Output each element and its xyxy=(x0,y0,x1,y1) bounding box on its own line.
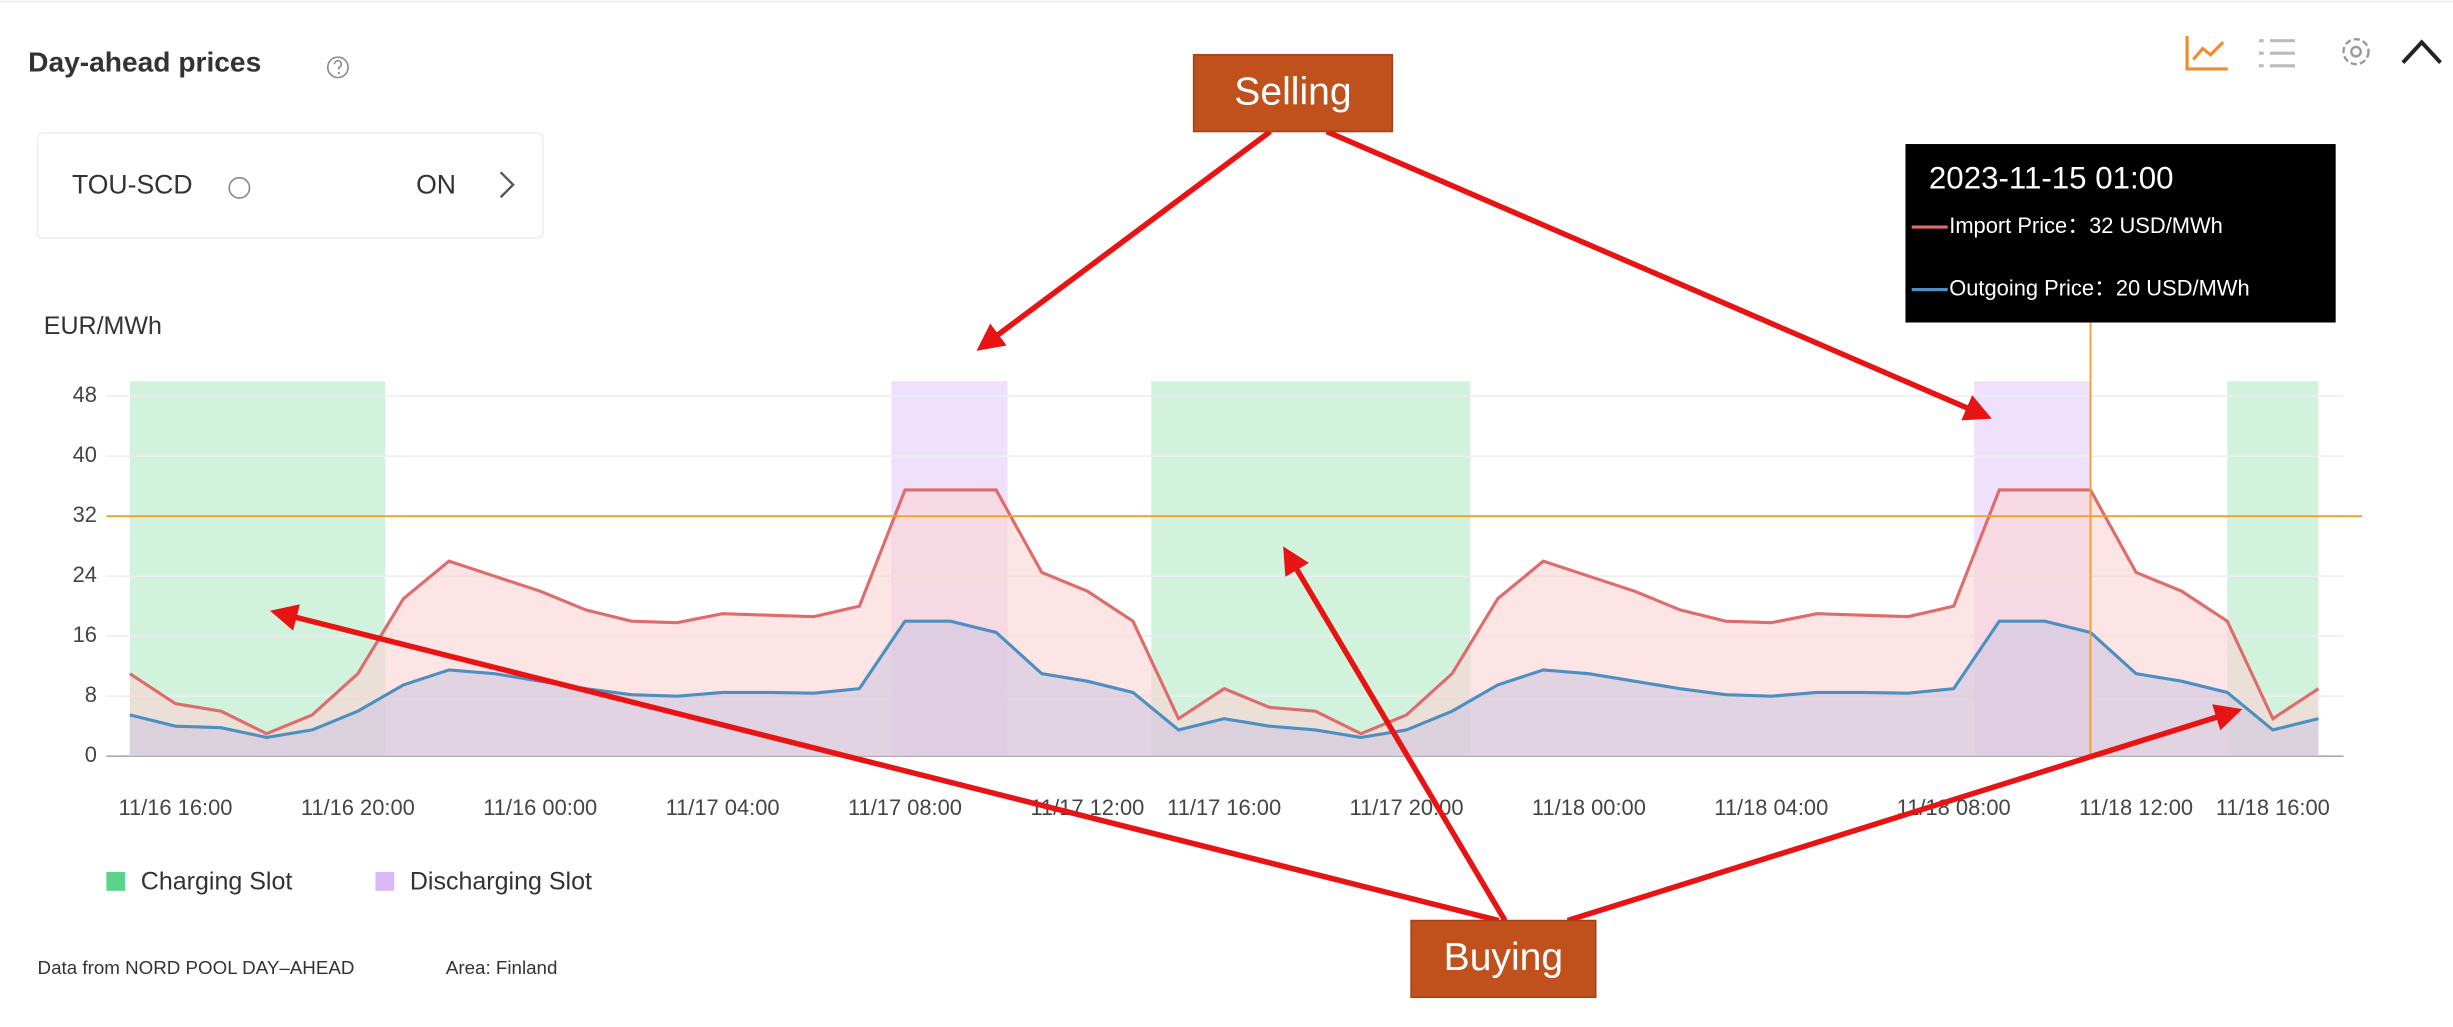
tou-status: ON xyxy=(416,169,456,199)
y-tick-label: 24 xyxy=(73,562,97,587)
arrow xyxy=(1566,704,2243,924)
chart-view-icon[interactable] xyxy=(2185,36,2228,71)
help-icon xyxy=(228,176,251,199)
legend-swatch xyxy=(375,872,395,891)
lines xyxy=(106,322,2363,757)
y-tick-label: 8 xyxy=(85,682,97,707)
legend: Charging Slot Discharging Slot xyxy=(106,868,592,896)
callout-box xyxy=(1192,54,1394,133)
legend-swatch xyxy=(106,872,126,891)
x-tick-label: 11/16 20:00 xyxy=(301,795,415,820)
tou-label: TOU-SCD xyxy=(72,169,193,199)
tooltip: 2023-11-15 01:00 Import Price：32 USD/MWh… xyxy=(1905,144,2336,323)
tooltip-title: 2023-11-15 01:00 xyxy=(1929,160,2174,195)
callout-text: Selling xyxy=(1234,70,1351,113)
arrow xyxy=(1325,128,1992,421)
slot xyxy=(1151,381,1471,757)
tooltip-row: Import Price：32 USD/MWh xyxy=(1949,213,2223,238)
x-tick-label: 11/18 00:00 xyxy=(1532,795,1646,820)
x-tick-label: 11/16 00:00 xyxy=(483,795,597,820)
y-axis-label: EUR/MWh xyxy=(44,312,162,340)
legend-label: Charging Slot xyxy=(141,868,293,896)
list-view-icon[interactable] xyxy=(2259,39,2295,68)
x-tick-label: 11/17 16:00 xyxy=(1167,795,1281,820)
y-tick-label: 48 xyxy=(73,382,97,407)
series-line xyxy=(128,488,2320,736)
data-source: Data from NORD POOL DAY–AHEAD xyxy=(38,957,355,978)
x-tick-label: 11/18 04:00 xyxy=(1714,795,1828,820)
y-tick-label: 16 xyxy=(73,622,97,647)
x-tick-label: 11/16 16:00 xyxy=(118,795,232,820)
callout-text: Buying xyxy=(1444,936,1564,979)
help-icon[interactable] xyxy=(326,56,349,79)
panel-title: Day-ahead prices xyxy=(28,47,261,78)
area-label: Area: Finland xyxy=(446,957,558,978)
y-tick-label: 0 xyxy=(85,742,97,767)
arrows xyxy=(270,128,2243,924)
x-tick-label: 11/17 20:00 xyxy=(1350,795,1464,820)
tooltip-row: Outgoing Price：20 USD/MWh xyxy=(1949,275,2249,300)
y-tick-label: 32 xyxy=(73,502,97,527)
x-tick-label: 11/17 04:00 xyxy=(666,795,780,820)
collapse-icon[interactable] xyxy=(2401,39,2442,64)
areas xyxy=(129,489,2319,757)
series-area xyxy=(129,621,2319,757)
settings-icon[interactable] xyxy=(2342,37,2370,66)
legend-label: Discharging Slot xyxy=(410,868,592,896)
tooltip-box xyxy=(1905,144,2336,323)
series-area xyxy=(129,489,2319,757)
arrow xyxy=(976,129,1272,351)
tou-card[interactable]: TOU-SCD ON xyxy=(36,132,544,239)
y-tick-label: 40 xyxy=(73,442,97,467)
series-line xyxy=(129,619,2319,740)
callout-box xyxy=(1410,919,1597,999)
x-tick-label: 11/18 16:00 xyxy=(2216,795,2330,820)
chevron xyxy=(499,171,515,199)
buying-callout: Buying xyxy=(1410,919,1597,999)
x-tick-label: 11/17 08:00 xyxy=(848,795,962,820)
arrow xyxy=(1283,546,1508,922)
arrow xyxy=(270,604,1500,924)
selling-callout: Selling xyxy=(1192,54,1394,133)
x-tick-label: 11/18 12:00 xyxy=(2079,795,2193,820)
